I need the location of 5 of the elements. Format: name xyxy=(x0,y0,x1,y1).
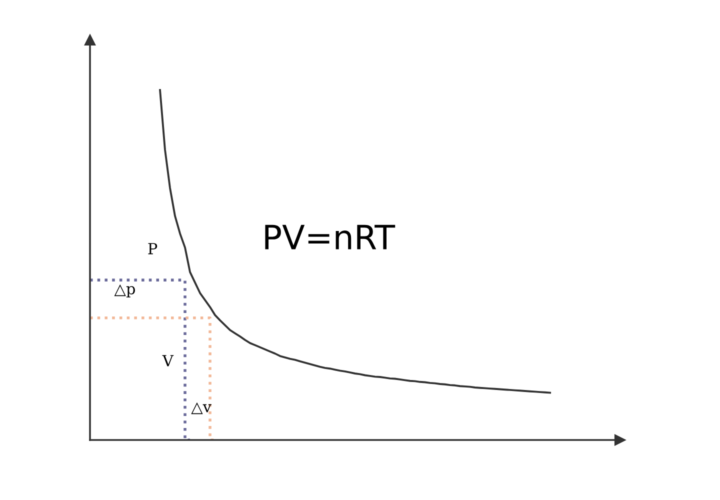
annotation: △v xyxy=(191,402,212,414)
annotation: △p xyxy=(114,284,135,298)
annotation: P xyxy=(148,243,158,254)
annotation: V xyxy=(162,355,174,366)
annotation: PV=nRT xyxy=(265,224,396,250)
